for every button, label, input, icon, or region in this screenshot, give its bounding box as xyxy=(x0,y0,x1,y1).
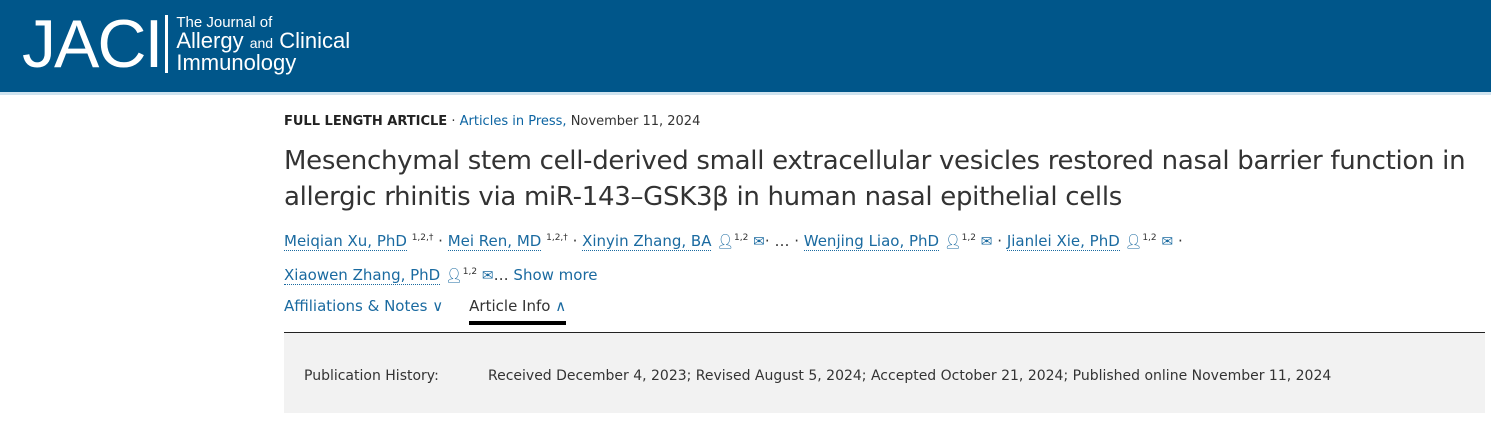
logo-line1: The Journal of xyxy=(176,13,273,31)
history-label: Publication History: xyxy=(304,368,439,384)
show-more-button[interactable]: Show more xyxy=(513,266,598,284)
logo-text: The Journal of Allergy and Clinical Immu… xyxy=(176,15,350,74)
author-link[interactable]: Mei Ren, MD xyxy=(447,232,542,251)
article-title: Mesenchymal stem cell-derived small extr… xyxy=(284,146,1466,212)
logo-word: and xyxy=(249,34,274,51)
email-icon[interactable]: ✉ xyxy=(1161,234,1174,250)
author-sup: 1,2 xyxy=(462,267,478,277)
email-icon[interactable]: ✉ xyxy=(980,234,993,250)
publication-history: Publication History: Received December 4… xyxy=(284,333,1485,413)
author-sup: 1,2 xyxy=(961,233,976,243)
author-sup: 1,2,† xyxy=(411,233,434,243)
chevron-up-icon: ∧ xyxy=(555,297,567,315)
logo-word: Clinical xyxy=(279,27,351,53)
person-icon[interactable]: 👤︎ xyxy=(716,234,735,250)
author-link[interactable]: Xiaowen Zhang, PhD xyxy=(284,266,441,285)
logo-line3: Immunology xyxy=(176,49,297,75)
logo-divider xyxy=(165,15,169,73)
chevron-down-icon: ∨ xyxy=(432,297,444,315)
history-text: Received December 4, 2023; Revised Augus… xyxy=(488,368,1332,384)
person-icon[interactable]: 👤︎ xyxy=(1124,234,1143,250)
author-link[interactable]: Wenjing Liao, PhD xyxy=(803,232,940,251)
author-link[interactable]: Meiqian Xu, PhD xyxy=(284,232,407,251)
article-date: November 11, 2024 xyxy=(570,114,701,129)
tab-label: Affiliations & Notes xyxy=(284,297,428,315)
tab-label: Article Info xyxy=(469,297,551,315)
separator: · xyxy=(451,114,456,129)
article-header: FULL LENGTH ARTICLE · Articles in Press,… xyxy=(284,95,1491,413)
articles-in-press-link[interactable]: Articles in Press, xyxy=(459,114,567,129)
tab-affiliations[interactable]: Affiliations & Notes ∨ xyxy=(284,297,443,325)
email-icon[interactable]: ✉ xyxy=(481,268,494,284)
logo-line2: Allergy and Clinical xyxy=(176,27,351,53)
person-icon[interactable]: 👤︎ xyxy=(445,268,463,284)
author-sup: 1,2 xyxy=(1142,233,1157,243)
ellipsis: … xyxy=(493,266,509,284)
logo-jaci: JACI xyxy=(22,6,163,82)
email-icon[interactable]: ✉ xyxy=(753,234,765,250)
site-header: JACI The Journal of Allergy and Clinical… xyxy=(0,0,1491,95)
tab-article-info[interactable]: Article Info ∧ xyxy=(469,297,567,325)
author-link[interactable]: Jianlei Xie, PhD xyxy=(1006,232,1120,251)
author-list: Meiqian Xu, PhD 1,2,† · Mei Ren, MD 1,2,… xyxy=(284,232,1183,285)
journal-logo[interactable]: JACI The Journal of Allergy and Clinical… xyxy=(22,10,350,78)
author-link[interactable]: Xinyin Zhang, BA xyxy=(582,232,712,251)
article-type: FULL LENGTH ARTICLE xyxy=(284,114,448,129)
author-sup: 1,2 xyxy=(734,233,749,243)
person-icon[interactable]: 👤︎ xyxy=(943,234,962,250)
article-meta: FULL LENGTH ARTICLE · Articles in Press,… xyxy=(284,114,1491,129)
ellipsis: … xyxy=(774,232,790,250)
article-tabs: Affiliations & Notes ∨ Article Info ∧ xyxy=(284,297,1485,333)
logo-word: Allergy xyxy=(176,27,244,53)
author-sup: 1,2,† xyxy=(546,233,568,243)
